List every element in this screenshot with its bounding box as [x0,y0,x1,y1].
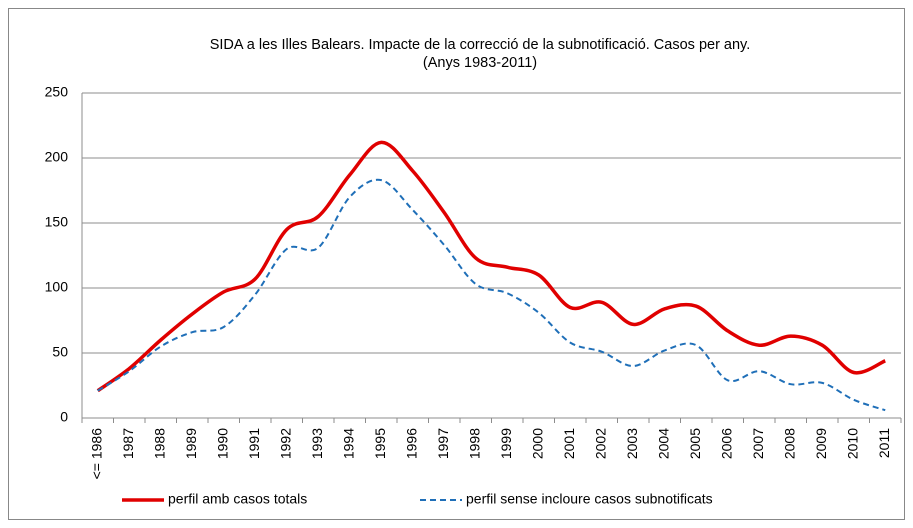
x-tick-label: 1991 [246,428,262,459]
x-tick-label: 2003 [624,428,640,459]
y-tick-label: 150 [45,214,69,230]
chart-border [8,8,905,520]
x-tick-label: 1990 [214,428,230,459]
x-tick-label: 2007 [750,428,766,459]
x-tick-label: 1998 [466,428,482,459]
x-tick-label: 1997 [435,428,451,459]
y-tick-label: 100 [45,279,69,295]
x-tick-label: 2000 [529,428,545,459]
x-tick-label: 1995 [372,428,388,459]
y-tick-label: 0 [60,409,68,425]
x-tick-label: <= 1986 [88,428,104,480]
line-series [97,178,886,412]
y-tick-label: 250 [45,84,69,100]
x-tick-label: 2009 [813,428,829,459]
y-tick-label: 200 [45,149,69,165]
x-tick-label: 1999 [498,428,514,459]
y-tick-label: 50 [52,344,68,360]
legend-label: perfil sense incloure casos subnotificat… [466,491,713,507]
x-tick-label: 2004 [655,428,671,459]
x-tick-label: 2005 [687,428,703,459]
x-tick-label: 2006 [718,428,734,459]
x-tick-label: 1996 [403,428,419,459]
x-tick-label: 1987 [120,428,136,459]
x-tick-label: 1993 [309,428,325,459]
x-tick-label: 1988 [151,428,167,459]
x-tick-label: 1994 [340,428,356,459]
chart-title: SIDA a les Illes Balears. Impacte de la … [209,37,751,71]
x-tick-label: 2011 [876,428,892,458]
x-tick-label: 2001 [561,428,577,459]
x-tick-label: 1992 [277,428,293,459]
line-series [96,140,886,393]
x-tick-label: 2008 [781,428,797,459]
legend-label: perfil amb casos totals [168,491,307,507]
x-tick-label: 2010 [844,428,860,459]
x-tick-label: 1989 [183,428,199,459]
x-tick-label: 2002 [592,428,608,459]
